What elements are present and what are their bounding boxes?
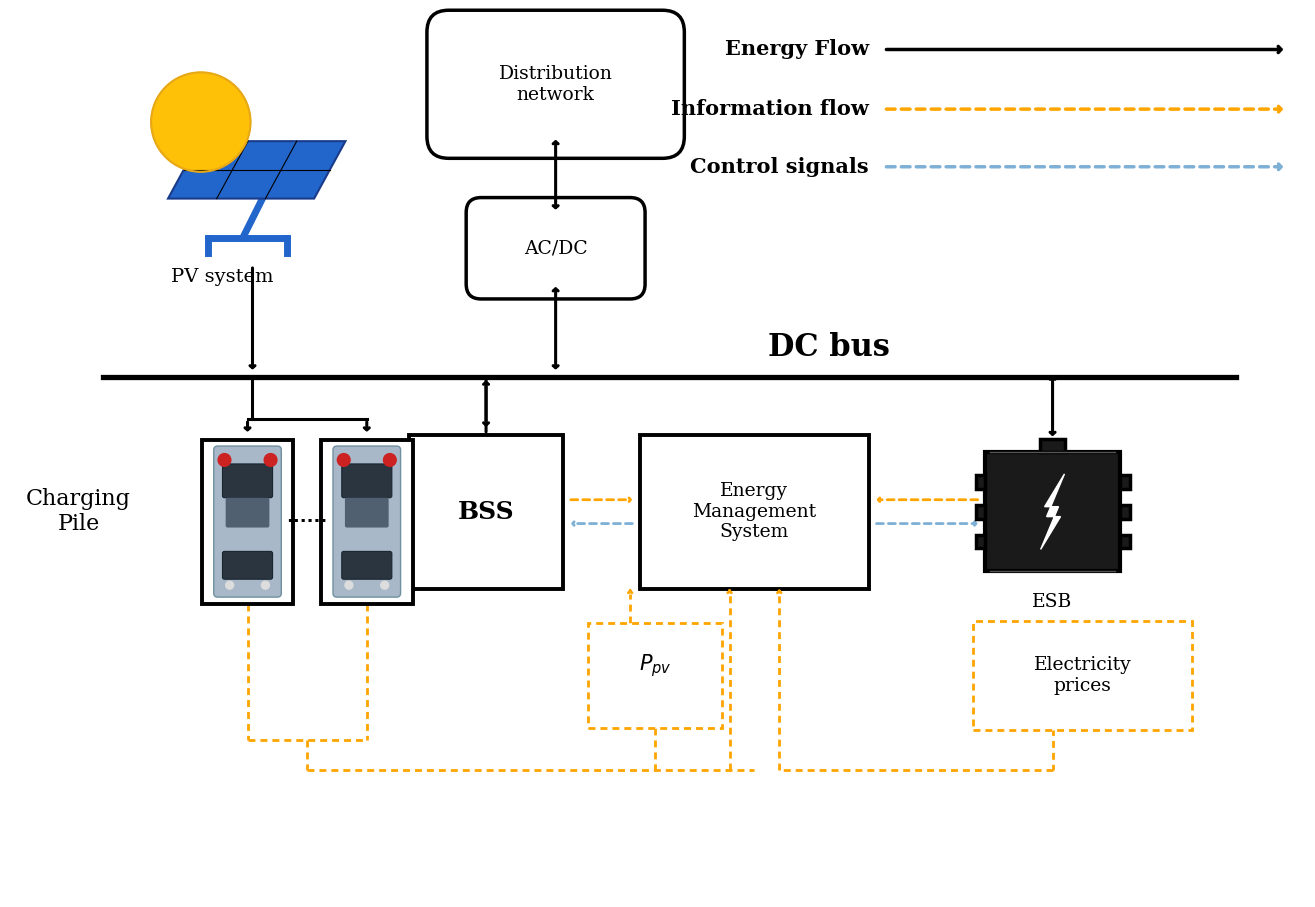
Circle shape — [381, 581, 389, 590]
FancyBboxPatch shape — [345, 498, 389, 528]
Text: ......: ...... — [287, 508, 327, 526]
Bar — [640, 434, 869, 589]
Bar — [321, 440, 413, 603]
Text: Electricity
prices: Electricity prices — [1034, 657, 1131, 695]
Text: Energy
Management
System: Energy Management System — [692, 482, 817, 541]
FancyBboxPatch shape — [342, 551, 392, 580]
Circle shape — [338, 454, 350, 466]
Bar — [588, 623, 722, 727]
Text: Charging
Pile: Charging Pile — [26, 488, 132, 535]
Bar — [1119, 504, 1130, 519]
FancyBboxPatch shape — [222, 464, 272, 498]
Bar — [976, 534, 985, 549]
Text: Energy Flow: Energy Flow — [725, 40, 869, 60]
FancyBboxPatch shape — [467, 198, 646, 299]
Text: PV system: PV system — [171, 268, 274, 286]
Text: Distribution
network: Distribution network — [498, 65, 613, 103]
Polygon shape — [168, 141, 346, 199]
Bar — [1119, 534, 1130, 549]
Bar — [985, 452, 1119, 571]
Text: ESB: ESB — [1032, 593, 1073, 611]
Text: $P_{pv}$: $P_{pv}$ — [639, 652, 672, 679]
FancyBboxPatch shape — [222, 551, 272, 580]
Text: AC/DC: AC/DC — [523, 239, 588, 258]
Circle shape — [345, 581, 352, 590]
FancyBboxPatch shape — [214, 446, 281, 597]
Bar — [1040, 439, 1065, 452]
FancyBboxPatch shape — [333, 446, 401, 597]
Text: Information flow: Information flow — [671, 99, 869, 119]
Bar — [409, 434, 563, 589]
FancyBboxPatch shape — [427, 10, 684, 159]
Bar — [976, 504, 985, 519]
Circle shape — [262, 581, 270, 590]
FancyBboxPatch shape — [342, 464, 392, 498]
Bar — [201, 440, 293, 603]
FancyBboxPatch shape — [226, 498, 270, 528]
Bar — [985, 452, 1119, 571]
Bar — [1119, 475, 1130, 489]
Text: Control signals: Control signals — [690, 157, 869, 177]
Polygon shape — [1040, 473, 1064, 550]
Circle shape — [384, 454, 396, 466]
Bar — [976, 475, 985, 489]
Circle shape — [151, 73, 251, 171]
Bar — [973, 621, 1191, 730]
Circle shape — [226, 581, 234, 590]
Circle shape — [264, 454, 277, 466]
Text: BSS: BSS — [458, 500, 514, 523]
Circle shape — [218, 454, 231, 466]
Text: DC bus: DC bus — [768, 332, 890, 363]
